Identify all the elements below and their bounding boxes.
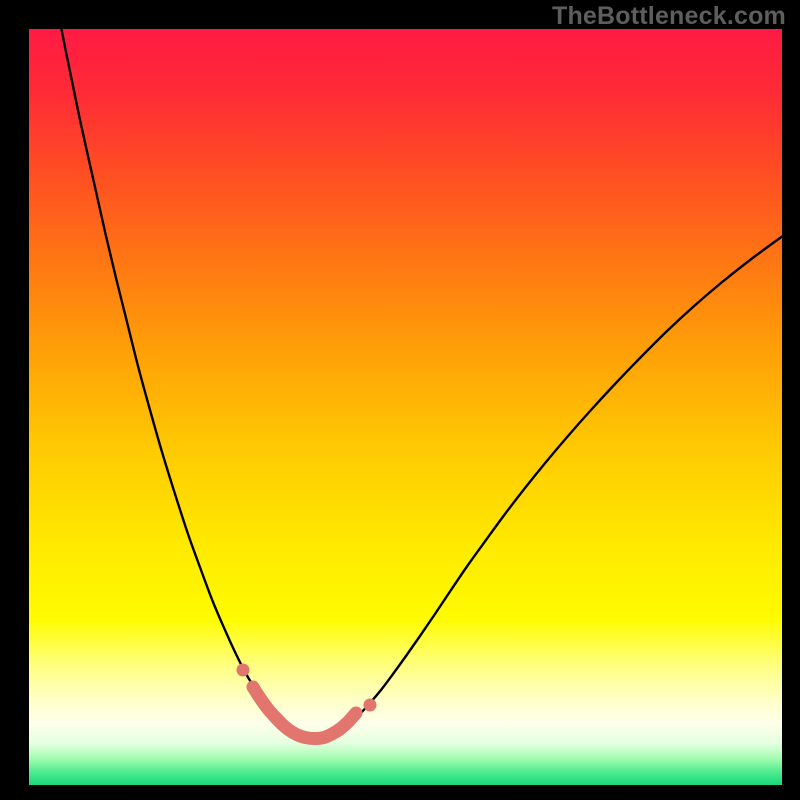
highlight-dot-0: [237, 664, 250, 677]
plot-area: [29, 29, 782, 785]
chart-frame: TheBottleneck.com: [0, 0, 800, 800]
gradient-background: [29, 29, 782, 785]
watermark-text: TheBottleneck.com: [552, 2, 786, 31]
highlight-dot-1: [364, 699, 377, 712]
